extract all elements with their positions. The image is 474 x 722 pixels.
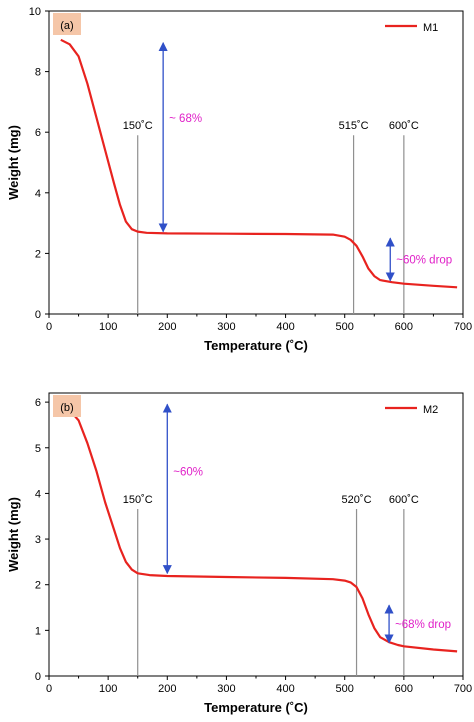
y-tick-label: 6 (35, 397, 41, 409)
x-tick-label: 500 (336, 683, 354, 695)
panel-label: (a) (60, 20, 73, 32)
x-axis-title: Temperature (˚C) (204, 700, 308, 715)
x-tick-label: 700 (454, 683, 472, 695)
y-axis-title: Weight (mg) (6, 125, 21, 200)
reference-line-label: 515˚C (339, 120, 369, 132)
x-tick-label: 100 (99, 321, 117, 333)
panel-b: 0 100 200 300 400 500 600 700 0 1 2 3 4 5 6 Temperature… (6, 392, 472, 715)
percent-annotation: ~60% drop (396, 254, 452, 266)
percent-annotation: ~60% (173, 466, 203, 478)
legend-label: M2 (423, 404, 438, 416)
x-tick-label: 600 (395, 683, 413, 695)
reference-line-label: 150˚C (123, 120, 153, 132)
x-axis-title: Temperature (˚C) (204, 338, 308, 353)
legend-label: M1 (423, 22, 438, 34)
panel-label-background (53, 395, 81, 417)
plot-frame (48, 10, 464, 315)
percent-annotation: ~68% drop (395, 619, 451, 631)
y-tick-label: 4 (35, 488, 41, 500)
percent-annotation: ~ 68% (169, 113, 202, 125)
x-tick-label: 500 (336, 321, 354, 333)
x-tick-label: 600 (395, 321, 413, 333)
reference-line-label: 150˚C (123, 494, 153, 506)
y-tick-label: 3 (35, 534, 41, 546)
y-tick-label: 0 (35, 309, 41, 321)
y-tick-label: 6 (35, 127, 41, 139)
reference-line-label: 600˚C (389, 120, 419, 132)
panel-label: (b) (60, 402, 73, 414)
y-tick-label: 8 (35, 67, 41, 79)
x-tick-label: 200 (158, 683, 176, 695)
series-line-m1 (60, 38, 458, 289)
series-line-m2 (60, 404, 458, 653)
x-tick-label: 300 (217, 321, 235, 333)
x-tick-label: 0 (46, 683, 52, 695)
x-tick-label: 100 (99, 683, 117, 695)
x-tick-label: 200 (158, 321, 176, 333)
panel-label-background (53, 13, 81, 35)
x-tick-label: 700 (454, 321, 472, 333)
x-tick-label: 400 (276, 321, 294, 333)
reference-line-label: 520˚C (342, 494, 372, 506)
y-axis-title: Weight (mg) (6, 497, 21, 572)
y-tick-label: 2 (35, 248, 41, 260)
y-tick-label: 2 (35, 580, 41, 592)
x-tick-label: 400 (276, 683, 294, 695)
y-tick-label: 1 (35, 625, 41, 637)
panel-a: 0 100 200 300 400 500 600 700 0 2 4 6 8 10 Temperature… (6, 6, 472, 353)
y-tick-label: 4 (35, 188, 41, 200)
y-tick-label: 10 (29, 6, 41, 18)
x-tick-label: 300 (217, 683, 235, 695)
y-tick-label: 0 (35, 671, 41, 683)
reference-line-label: 600˚C (389, 494, 419, 506)
y-tick-label: 5 (35, 443, 41, 455)
plot-frame (48, 392, 464, 677)
x-tick-label: 0 (46, 321, 52, 333)
